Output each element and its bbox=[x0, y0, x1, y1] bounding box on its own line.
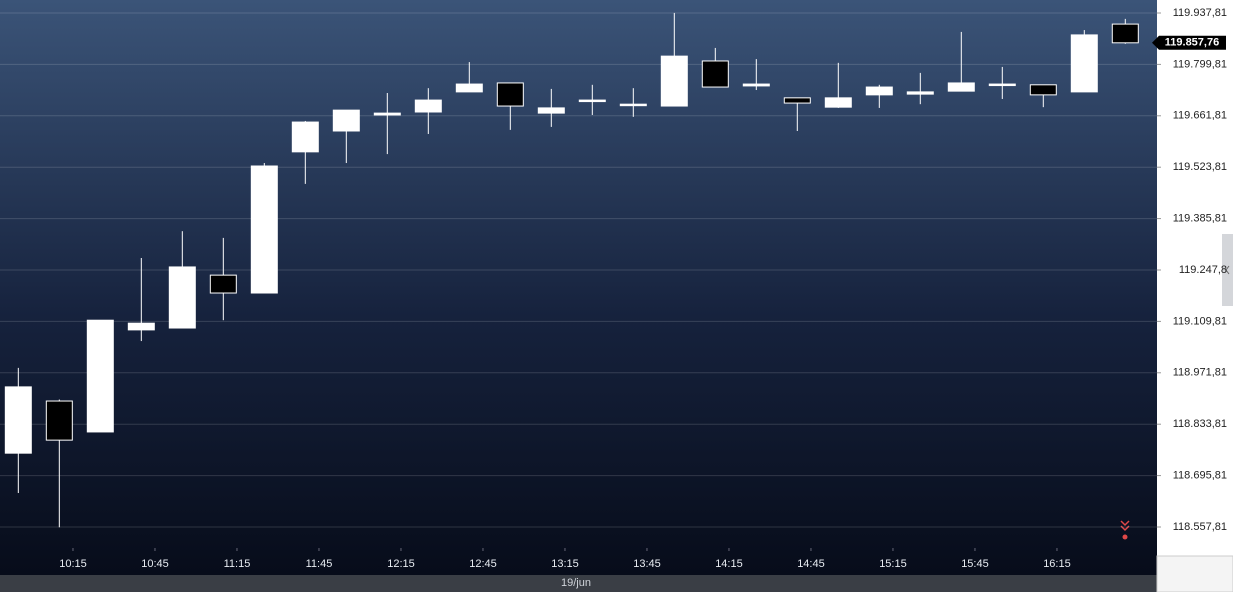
x-tick-label: 15:45 bbox=[961, 558, 989, 570]
y-tick-label: 119.385,81 bbox=[1173, 212, 1227, 224]
alert-dot bbox=[1122, 534, 1128, 540]
y-tick-label: 119.247,8 bbox=[1179, 264, 1227, 276]
candle-body bbox=[1029, 84, 1057, 96]
candle-body bbox=[127, 322, 155, 331]
y-tick-label: 119.109,81 bbox=[1173, 315, 1227, 327]
candle-body bbox=[865, 86, 893, 96]
candle-body bbox=[373, 112, 401, 116]
y-tick-label: 118.557,81 bbox=[1173, 521, 1227, 533]
candle-body bbox=[947, 82, 975, 92]
candle-body bbox=[168, 266, 196, 329]
date-label: 19/jun bbox=[561, 577, 591, 589]
candle-body bbox=[701, 60, 729, 88]
y-tick-label: 119.661,81 bbox=[1173, 110, 1227, 122]
candle-body bbox=[824, 97, 852, 108]
scroll-down-icon[interactable] bbox=[1120, 520, 1130, 532]
x-tick-label: 11:15 bbox=[224, 558, 251, 570]
axis-background bbox=[1157, 0, 1233, 556]
candle-body bbox=[1111, 23, 1139, 44]
x-tick-label: 14:45 bbox=[797, 558, 825, 570]
candle-body bbox=[455, 83, 483, 93]
x-tick-label: 14:15 bbox=[715, 558, 743, 570]
candle-body bbox=[906, 91, 934, 95]
y-tick-label: 118.971,81 bbox=[1173, 367, 1227, 379]
x-tick-label: 13:45 bbox=[633, 558, 661, 570]
candle-body bbox=[783, 97, 811, 104]
y-tick-label: 118.695,81 bbox=[1173, 469, 1227, 481]
x-tick-label: 16:15 bbox=[1043, 558, 1071, 570]
last-price-box bbox=[1152, 35, 1226, 50]
scroll-handle[interactable] bbox=[1222, 234, 1233, 306]
candle-body bbox=[4, 386, 32, 454]
y-tick-label: 118.833,81 bbox=[1173, 418, 1227, 430]
date-bar bbox=[0, 575, 1157, 592]
y-tick-label: 119.799,81 bbox=[1173, 58, 1227, 70]
x-tick-label: 15:15 bbox=[879, 558, 907, 570]
candle-body bbox=[496, 82, 524, 107]
x-tick-label: 10:15 bbox=[59, 558, 87, 570]
candle-body bbox=[578, 99, 606, 103]
candle-body bbox=[660, 55, 688, 107]
candle-body bbox=[250, 165, 278, 294]
y-tick-label: 119.937,81 bbox=[1173, 7, 1227, 19]
candle-body bbox=[45, 400, 73, 441]
x-tick-label: 11:45 bbox=[306, 558, 333, 570]
x-tick-label: 10:45 bbox=[141, 558, 169, 570]
candle-body bbox=[291, 121, 319, 153]
candle-body bbox=[742, 83, 770, 87]
candle-body bbox=[86, 319, 114, 433]
x-tick-label: 13:15 bbox=[551, 558, 579, 570]
handle-arrow bbox=[1225, 265, 1230, 275]
x-tick-label: 12:45 bbox=[469, 558, 497, 570]
candle-body bbox=[332, 109, 360, 132]
y-tick-label: 119.523,81 bbox=[1173, 161, 1227, 173]
candle-body bbox=[619, 103, 647, 107]
x-tick-label: 12:15 bbox=[387, 558, 415, 570]
candle-body bbox=[414, 99, 442, 113]
corner-box bbox=[1156, 555, 1233, 592]
candle-body bbox=[1070, 34, 1098, 93]
candle-body bbox=[988, 83, 1016, 87]
candle-body bbox=[209, 274, 237, 294]
last-price-label: 119.857,76 bbox=[1165, 37, 1219, 49]
candle-body bbox=[537, 107, 565, 114]
